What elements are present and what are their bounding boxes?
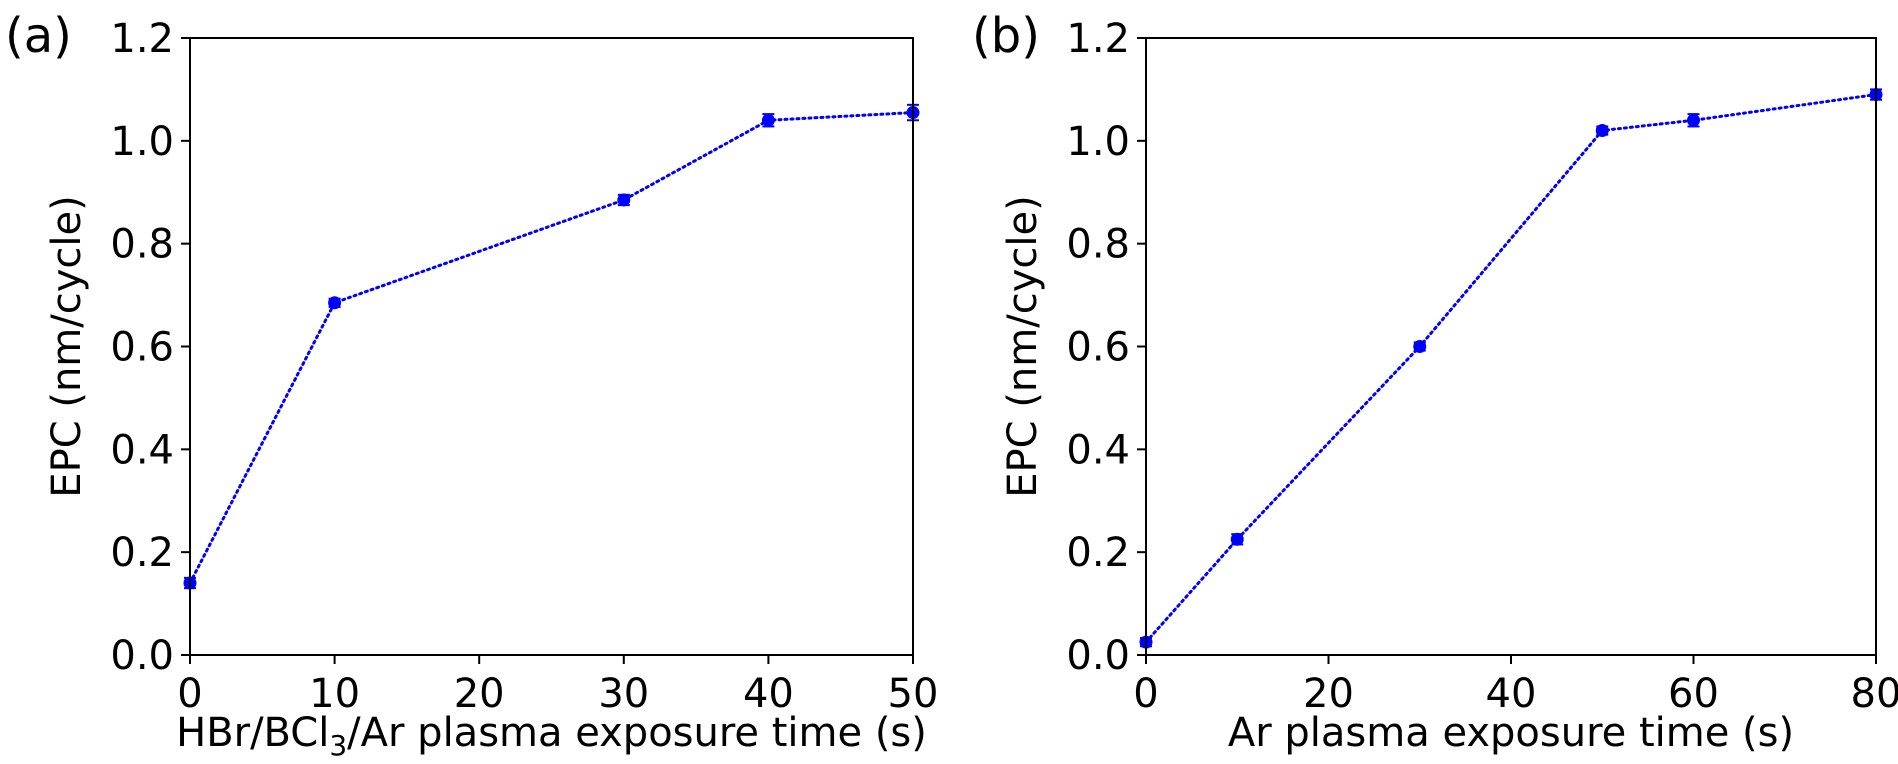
y-tick-label: 0.2: [110, 530, 174, 576]
y-tick-label: 1.2: [110, 16, 174, 62]
y-tick-label: 1.2: [1066, 16, 1130, 62]
plot-frame: [1145, 37, 1877, 656]
x-tick-label: 20: [454, 671, 505, 717]
series-line: [188, 111, 915, 585]
x-axis-label: HBr/BCl3/Ar plasma exposure time (s): [176, 710, 927, 762]
y-tick-label: 1.0: [110, 119, 174, 165]
x-tick-label: 80: [1851, 671, 1898, 717]
x-axis-label-main: Ar plasma exposure time (s): [1228, 710, 1794, 756]
x-tick-label: 0: [1133, 671, 1158, 717]
y-tick-label: 0.6: [1066, 325, 1130, 371]
y-tick-label: 0.8: [1066, 222, 1130, 268]
data-point: [1413, 340, 1427, 353]
y-tick-label: 0.4: [110, 427, 174, 473]
x-tick-label: 30: [598, 671, 649, 717]
x-tick-label: 0: [177, 671, 202, 717]
x-tick-label: 40: [743, 671, 794, 717]
panel-b: (b) 0 20 40 60 80 0.0 0.2 0.4 0.6 0.8 1.0 1.2 Ar plas…: [972, 8, 1898, 756]
data-point: [1230, 532, 1244, 546]
y-tick-label: 0.0: [110, 633, 174, 679]
panel-label: (b): [972, 8, 1040, 64]
x-axis-label-subscript: 3: [329, 729, 347, 762]
y-tick-label: 0.8: [110, 222, 174, 268]
x-tick-label: 50: [888, 671, 939, 717]
data-point: [1595, 124, 1609, 138]
data-point: [1687, 113, 1700, 127]
x-axis-label-main: HBr/BCl: [176, 710, 329, 756]
y-tick-label: 1.0: [1066, 119, 1130, 165]
data-point: [617, 193, 631, 207]
y-tick-label: 0.4: [1066, 427, 1130, 473]
y-axis-label: EPC (nm/cycle): [1000, 195, 1046, 497]
y-axis-label: EPC (nm/cycle): [44, 195, 90, 497]
data-point: [761, 113, 775, 127]
panel-a: (a) 0 10 20 30 40 50 0.0 0.2 0.4 0.6 0.8 1.0 1.2 HBr/B…: [5, 8, 938, 762]
data-point: [328, 296, 342, 310]
x-tick-label: 40: [1486, 671, 1537, 717]
plot-frame: [189, 37, 914, 656]
y-tick-label: 0.0: [1066, 633, 1130, 679]
y-tick-label: 0.6: [110, 325, 174, 371]
series-line: [1144, 93, 1878, 644]
y-tick-label: 0.2: [1066, 530, 1130, 576]
x-tick-label: 60: [1668, 671, 1719, 717]
x-tick-label: 20: [1303, 671, 1354, 717]
x-axis-label-suffix: /Ar plasma exposure time (s): [347, 710, 927, 756]
panel-label: (a): [5, 8, 72, 64]
x-axis-label: Ar plasma exposure time (s): [1228, 710, 1794, 756]
x-tick-label: 10: [309, 671, 360, 717]
